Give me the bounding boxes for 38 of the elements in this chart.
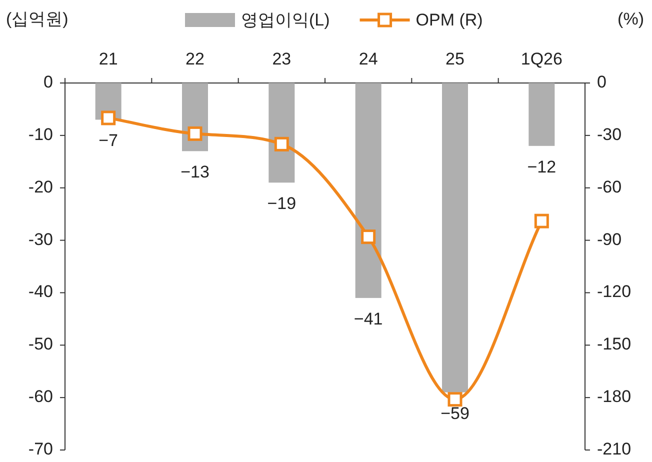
y-tick-label: -10	[28, 124, 53, 144]
x-tick-label: 1Q26	[520, 49, 562, 68]
point	[188, 126, 202, 141]
y2-tick-label: -90	[597, 230, 622, 249]
x-tick-label: 24	[358, 49, 378, 68]
y2-tick-label: -120	[597, 282, 632, 302]
y-tick-label: -70	[28, 439, 53, 458]
y2-tick-label: -30	[597, 124, 622, 144]
x-tick-label: 21	[98, 49, 118, 68]
legend-label: OPM (R)	[416, 10, 483, 30]
data-label: −13	[180, 162, 210, 182]
y-axis-title: (십억원)	[6, 9, 68, 28]
y-tick-label: -50	[28, 334, 53, 354]
y-tick-label: 0	[44, 72, 53, 92]
y2-tick-label: -150	[597, 334, 632, 354]
point	[534, 214, 549, 228]
x-tick-label: 25	[446, 49, 464, 68]
y2-tick-label: -60	[597, 177, 622, 196]
y2-tick-label: -210	[597, 439, 632, 458]
point	[274, 136, 289, 152]
y2-tick-label: -180	[597, 387, 632, 406]
x-tick-label: 22	[186, 49, 204, 68]
y2-axis-title: (%)	[618, 9, 644, 28]
y-tick-label: -40	[28, 282, 53, 302]
y-tick-label: -60	[28, 387, 53, 406]
data-label: −12	[527, 157, 556, 176]
data-label: −59	[440, 404, 470, 423]
y2-tick-label: 0	[597, 72, 606, 92]
point	[361, 230, 376, 244]
legend-label: 영업이익(L)	[241, 10, 330, 30]
point	[448, 392, 462, 407]
data-label: −19	[267, 194, 296, 214]
data-label: −7	[98, 131, 118, 150]
point	[101, 110, 116, 126]
data-label: −41	[354, 309, 383, 328]
y-tick-label: -20	[28, 177, 53, 196]
x-tick-label: 23	[272, 49, 292, 68]
y-tick-label: -30	[28, 230, 53, 249]
